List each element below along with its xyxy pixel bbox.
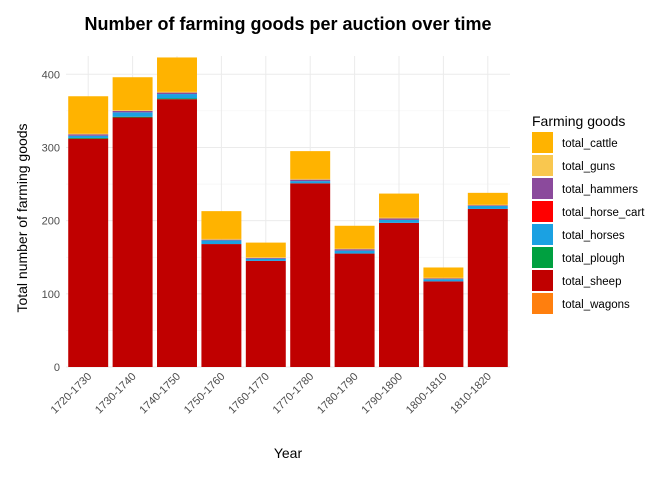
legend-swatch-total_plough <box>532 247 553 268</box>
x-axis-label: Year <box>274 445 303 461</box>
legend-label-total_plough: total_plough <box>562 253 625 265</box>
legend-label-total_hammers: total_hammers <box>562 184 638 196</box>
legend-label-total_guns: total_guns <box>562 161 615 173</box>
bar-segment-total_guns <box>290 178 331 180</box>
bar-segment-total_hammers <box>157 92 197 95</box>
bar-segment-total_guns <box>334 248 375 250</box>
legend-swatch-total_cattle <box>532 132 553 153</box>
chart-title: Number of farming goods per auction over… <box>84 14 491 34</box>
bars <box>68 57 508 368</box>
bar-segment-total_hammers <box>467 205 508 207</box>
bar-segment-total_sheep <box>423 281 464 367</box>
x-tick-label: 1720-1730 <box>49 371 95 417</box>
x-axis-ticks: 1720-17301730-17401740-17501750-17601760… <box>49 371 494 417</box>
y-tick-label: 200 <box>42 216 60 228</box>
y-tick-label: 400 <box>42 69 60 81</box>
bar-segment-total_horses <box>379 219 419 223</box>
bar-segment-total_sheep <box>467 208 508 367</box>
bar-segment-total_guns <box>423 277 464 279</box>
x-tick-label: 1770-1780 <box>271 371 317 417</box>
bar-segment-total_cattle <box>423 267 464 278</box>
legend: total_cattle total_guns total_hammerstotal… <box>532 132 645 314</box>
x-tick-label: 1810-1820 <box>448 371 494 417</box>
x-tick-label: 1760-1770 <box>226 371 272 417</box>
bar-segment-total_plough <box>68 137 109 139</box>
bar-segment-total_cattle <box>157 57 197 92</box>
legend-label-total_wagons: total_wagons <box>562 299 630 311</box>
bar-segment-total_hammers <box>423 278 464 280</box>
bar-segment-total_horses <box>245 258 286 261</box>
bar-segment-total_guns <box>157 91 197 93</box>
bar-segment-total_guns <box>379 217 419 219</box>
bar-segment-total_cattle <box>334 225 375 249</box>
legend-swatch-total_wagons <box>532 293 553 314</box>
legend-label-total_horses: total_horses <box>562 230 625 242</box>
bar-segment-total_sheep <box>334 253 375 367</box>
y-axis-label: Total number of farming goods <box>14 123 30 312</box>
legend-swatch-total_horse_cart <box>532 201 553 222</box>
bar-segment-total_sheep <box>112 117 153 368</box>
bar-segment-total_cattle <box>379 193 419 218</box>
y-tick-label: 300 <box>42 142 60 154</box>
bar-segment-total_horses <box>290 181 331 184</box>
bar-segment-total_horses <box>68 135 109 138</box>
bar-segment-total_cattle <box>290 151 331 179</box>
bar-segment-total_horses <box>423 279 464 282</box>
x-tick-label: 1730-1740 <box>93 371 139 417</box>
bar-segment-total_plough <box>157 98 197 100</box>
bar-segment-total_hammers <box>201 239 242 241</box>
bar-segment-total_guns <box>245 257 286 258</box>
bar-segment-total_sheep <box>201 244 242 367</box>
y-tick-label: 100 <box>42 289 60 301</box>
legend-swatch-total_sheep <box>532 270 553 291</box>
legend-swatch-total_horses <box>532 224 553 245</box>
bar-segment-total_cattle <box>467 192 508 205</box>
bar-segment-total_cattle <box>68 96 109 134</box>
bar-segment-total_cattle <box>201 211 242 239</box>
bar-segment-total_hammers <box>379 218 419 220</box>
bar-segment-total_hammers <box>112 110 153 113</box>
legend-swatch-total_hammers <box>532 178 553 199</box>
bar-segment-total_cattle <box>245 242 286 258</box>
x-tick-label: 1780-1790 <box>315 371 361 417</box>
x-tick-label: 1740-1750 <box>137 371 183 417</box>
bar-segment-total_hammers <box>290 179 331 182</box>
bar-segment-total_sheep <box>290 183 331 367</box>
bar-segment-total_guns <box>201 238 242 240</box>
bar-segment-total_horses <box>157 94 197 99</box>
bar-segment-total_horses <box>467 206 508 209</box>
x-tick-label: 1800-1810 <box>404 371 450 417</box>
bar-segment-total_horses <box>112 112 153 117</box>
x-tick-label: 1750-1760 <box>182 371 228 417</box>
bar-segment-total_guns <box>467 204 508 206</box>
bar-segment-total_hammers <box>68 134 109 136</box>
bar-segment-total_sheep <box>157 99 197 367</box>
y-axis-ticks: 0 100 200 300 400 <box>42 69 60 374</box>
bar-segment-total_hammers <box>334 249 375 251</box>
bar-segment-total_plough <box>112 116 153 118</box>
bar-segment-total_cattle <box>112 77 153 111</box>
legend-label-total_horse_cart: total_horse_cart <box>562 207 645 219</box>
bar-segment-total_sheep <box>245 260 286 367</box>
bar-segment-total_guns <box>68 133 109 135</box>
legend-label-total_sheep: total_sheep <box>562 276 621 288</box>
x-tick-label: 1790-1800 <box>359 371 405 417</box>
y-tick-label: 0 <box>54 362 60 374</box>
bar-segment-total_sheep <box>379 222 419 367</box>
legend-title: Farming goods <box>532 113 625 129</box>
bar-segment-total_sheep <box>68 138 109 367</box>
bar-segment-total_hammers <box>245 257 286 259</box>
legend-swatch-total_guns <box>532 155 553 176</box>
bar-segment-total_horses <box>201 240 242 245</box>
bar-segment-total_guns <box>112 110 153 111</box>
legend-label-total_cattle: total_cattle <box>562 138 618 150</box>
bar-segment-total_horses <box>334 250 375 254</box>
